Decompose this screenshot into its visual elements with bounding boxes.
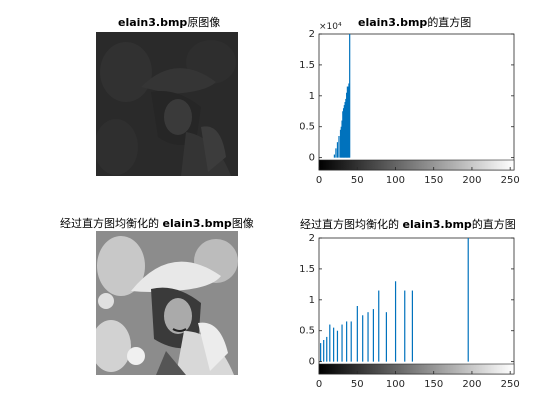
x-tick-label: 0 (316, 175, 322, 186)
x-tick-label: 50 (351, 379, 364, 390)
histogram-bar (344, 102, 346, 158)
x-tick-label: 150 (424, 175, 443, 186)
plot-area (318, 237, 515, 375)
x-tick-label: 200 (462, 379, 481, 390)
histogram-bar (411, 290, 413, 362)
original-image (94, 32, 238, 176)
histogram-bar (349, 34, 351, 158)
plot-area (318, 33, 515, 171)
histogram-bar (394, 281, 397, 362)
histogram-bar (343, 105, 345, 158)
x-tick-label: 0 (316, 379, 322, 390)
y-tick-label: 1.5 (300, 60, 315, 71)
histogram-bar (367, 312, 369, 362)
y-tick-label: 0 (309, 153, 315, 164)
y-tick-label: 1 (309, 295, 315, 306)
histogram-bar (329, 324, 331, 362)
histogram-bar (467, 238, 469, 362)
x-tick-label: 100 (386, 175, 405, 186)
original-hist-title: elain3.bmp的直方图 (358, 16, 472, 29)
y-tick-label: 1 (309, 91, 315, 102)
histogram-bar (350, 321, 352, 362)
grayscale-colorbar (318, 363, 515, 375)
histogram-bar (336, 330, 339, 362)
histogram-bar (404, 290, 406, 362)
histogram-bar (323, 340, 325, 362)
equalized-image-title: 经过直方图均衡化的 elain3.bmp图像 (60, 217, 254, 230)
y-tick-label: 0 (309, 357, 315, 368)
y-tick-label: 2 (309, 29, 315, 40)
histogram-bar (336, 142, 339, 158)
x-tick-label: 250 (501, 175, 520, 186)
histogram-bar (345, 98, 347, 158)
y-tick-label: 0.5 (300, 326, 315, 337)
histogram-bar (347, 86, 349, 158)
histogram-bar (346, 86, 348, 158)
x-tick-label: 250 (501, 379, 520, 390)
y-tick-label: 1.5 (300, 264, 315, 275)
histogram-bar (335, 148, 337, 158)
x-tick-label: 150 (424, 379, 443, 390)
equalized-hist-title: 经过直方图均衡化的 elain3.bmp的直方图 (300, 218, 516, 231)
y-multiplier-label: ×10⁴ (319, 22, 342, 32)
original-histogram-chart: ×10⁴ 0 0.5 1 1.5 2 0 50 100 150 200 250 (300, 22, 520, 186)
histogram-bar (385, 312, 387, 362)
x-tick-label: 100 (386, 379, 405, 390)
histogram-bar (341, 120, 343, 158)
histogram-bar (348, 83, 350, 158)
histogram-bar (333, 154, 335, 158)
histogram-bar (338, 136, 340, 158)
x-tick-label: 200 (462, 175, 481, 186)
histogram-bar (362, 315, 364, 362)
histogram-bar (346, 321, 348, 362)
histogram-bar (342, 111, 344, 158)
histogram-bar (333, 327, 335, 362)
grayscale-colorbar (318, 159, 515, 171)
histogram-bar (339, 129, 342, 158)
histogram-bar (341, 324, 343, 362)
equalized-histogram-chart: 0 0.5 1 1.5 2 0 50 100 150 200 250 (300, 233, 520, 390)
histogram-bar (346, 92, 348, 158)
y-tick-label: 0.5 (300, 122, 315, 133)
histogram-bar (326, 336, 328, 362)
histogram-bar (356, 306, 358, 362)
histogram-bar (372, 309, 374, 362)
x-tick-label: 50 (351, 175, 364, 186)
histogram-bar (320, 343, 322, 362)
equalized-image (91, 231, 238, 375)
histogram-bar (378, 290, 380, 362)
y-tick-label: 2 (309, 233, 315, 244)
histogram-bar (340, 126, 342, 158)
original-image-title: elain3.bmp原图像 (118, 16, 221, 29)
histogram-bar (342, 108, 345, 158)
